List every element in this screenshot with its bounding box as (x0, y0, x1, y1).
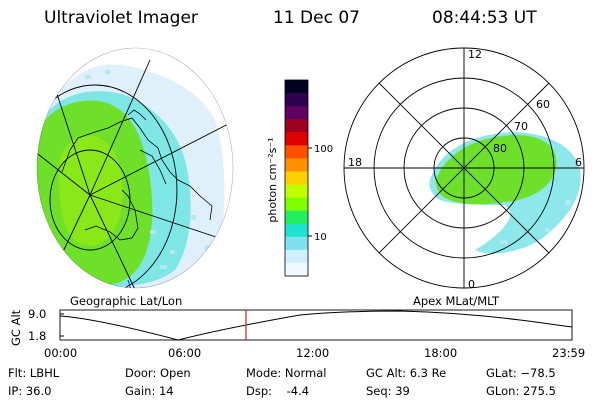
colorbar-cell (285, 106, 308, 120)
colorbar-cell (285, 119, 308, 133)
colorbar-cells (285, 80, 308, 277)
colorbar-cell (285, 158, 308, 172)
polar-green-oval (435, 134, 557, 205)
colorbar-cell (285, 236, 308, 251)
colorbar-cell (285, 145, 308, 159)
info-glat: GLat: −78.5 (486, 366, 556, 380)
right-panel-caption: Apex MLat/MLT (413, 294, 500, 308)
timeline-xtick-0600: 06:00 (168, 346, 202, 360)
left-panel-caption: Geographic Lat/Lon (70, 294, 183, 308)
colorbar-cell (285, 210, 308, 225)
colorbar-cell (285, 80, 308, 94)
altitude-curve (59, 310, 573, 341)
mlat-label-60: 60 (536, 98, 550, 111)
coastline (39, 109, 213, 269)
colorbar-cell (285, 249, 308, 264)
left-border (36, 47, 234, 289)
info-gain: Gain: 14 (125, 384, 174, 398)
time-label: 08:44:53 UT (432, 8, 537, 28)
aurora-green-bright (59, 135, 123, 246)
colorbar-cell (285, 197, 308, 212)
colorbar-cell (285, 93, 308, 107)
colorbar-cell (285, 171, 308, 186)
polar-image (429, 132, 581, 254)
colorbar-cell (285, 262, 308, 277)
colorbar-frame (284, 79, 309, 277)
mlat-label-80: 80 (493, 142, 507, 155)
colorbar-cell (285, 132, 308, 146)
info-ip: IP: 36.0 (8, 384, 52, 398)
polar-speckles (500, 200, 571, 244)
info-flt: Flt: LBHL (8, 366, 60, 380)
info-seq: Seq: 39 (366, 384, 410, 398)
meridian-highlight (127, 279, 135, 288)
timeline-plot (59, 309, 573, 341)
info-dsp: Dsp: -4.4 (246, 384, 310, 398)
geographic-image (37, 48, 233, 288)
info-mode: Mode: Normal (246, 366, 327, 380)
date-label: 11 Dec 07 (273, 8, 360, 28)
mlt-label-18: 18 (348, 156, 362, 169)
info-glon: GLon: 275.5 (486, 384, 556, 398)
colorbar-group: photon cm⁻²s⁻¹ 100 10 (266, 79, 333, 277)
mlt-label-12: 12 (468, 48, 482, 61)
mlt-label-0: 0 (468, 278, 475, 291)
polar-grid (343, 47, 585, 289)
timeline-ytick-min: 1.8 (28, 329, 47, 343)
timeline-xtick-1800: 18:00 (424, 346, 458, 360)
colorbar-cell (285, 223, 308, 238)
colorbar-unit-label: photon cm⁻²s⁻¹ (266, 137, 279, 222)
timeline-frame (59, 309, 573, 341)
colorbar-tick-label-100: 100 (314, 144, 333, 155)
info-door: Door: Open (125, 366, 191, 380)
timeline-xtick-1200: 12:00 (296, 346, 330, 360)
colorbar-cell (285, 184, 308, 199)
mlt-label-6: 6 (575, 156, 582, 169)
timeline-ytick-max: 9.0 (28, 307, 47, 321)
timeline-xtick-0000: 00:00 (44, 346, 78, 360)
instrument-title: Ultraviolet Imager (44, 8, 198, 28)
info-gc-alt: GC Alt: 6.3 Re (366, 366, 447, 380)
timeline-ylabel: GC Alt (9, 309, 23, 346)
timeline-xtick-2359: 23:59 (552, 346, 586, 360)
mlat-label-70: 70 (514, 120, 528, 133)
colorbar-tick-label-10: 10 (314, 232, 327, 243)
graticule (37, 48, 233, 288)
